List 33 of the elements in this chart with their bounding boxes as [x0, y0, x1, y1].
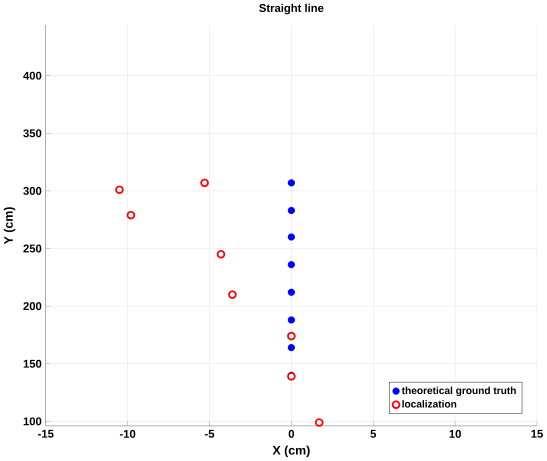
- point: [228, 290, 237, 299]
- point: [287, 332, 296, 340]
- point: [288, 179, 295, 187]
- y-tick-label: 350: [23, 129, 42, 138]
- y-tick-label: 300: [23, 186, 42, 195]
- x-tick-label: 0: [288, 430, 294, 438]
- x-tick-label: 5: [370, 430, 376, 438]
- y-tick-label: 200: [23, 302, 42, 310]
- point: [288, 344, 295, 352]
- point: [115, 186, 124, 194]
- point: [126, 210, 136, 220]
- y-axis-title: Y (cm): [4, 207, 16, 244]
- x-tick-label: 10: [450, 430, 461, 438]
- point: [200, 178, 209, 188]
- point: [288, 261, 295, 268]
- point: [314, 418, 324, 427]
- legend-label: localization: [402, 400, 456, 408]
- y-tick-label: 400: [23, 72, 42, 80]
- x-tick-label: -5: [204, 430, 214, 438]
- point: [288, 288, 295, 296]
- x-tick-label: 15: [531, 430, 543, 438]
- chart-title: Straight line: [259, 4, 324, 14]
- point: [288, 233, 295, 241]
- x-tick-label: -15: [38, 430, 54, 438]
- point: [288, 206, 295, 214]
- point: [216, 250, 226, 259]
- y-tick-label: 150: [24, 360, 42, 368]
- x-tick-label: -10: [120, 430, 136, 438]
- y-tick-label: 250: [23, 244, 42, 253]
- point: [288, 316, 295, 324]
- legend-label: theoretical ground truth: [402, 386, 516, 396]
- y-tick-label: 100: [24, 417, 42, 426]
- x-axis-title: X (cm): [272, 446, 310, 458]
